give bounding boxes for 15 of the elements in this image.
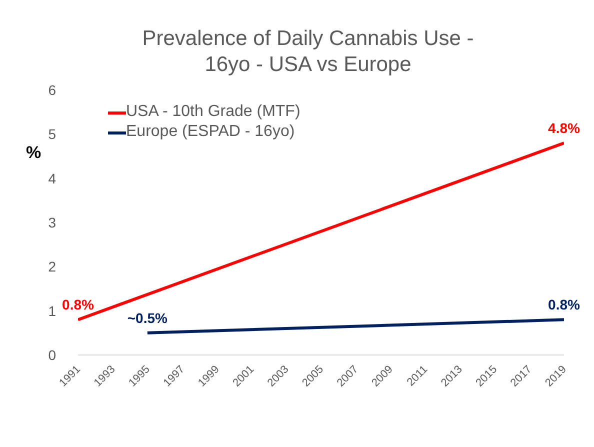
y-tick-label: 5 (48, 126, 56, 142)
data-label: ~0.5% (127, 310, 168, 326)
data-label: 4.8% (548, 120, 580, 136)
y-tick-label: 6 (48, 82, 56, 98)
y-tick-label: 4 (48, 170, 56, 186)
data-label: 0.8% (62, 296, 94, 313)
chart-title: Prevalence of Daily Cannabis Use - 16yo - USA vs Europe (141, 26, 475, 78)
legend-label: Europe (ESPAD - 16yo) (126, 123, 295, 141)
legend-label: USA - 10th Grade (MTF) (126, 103, 300, 121)
data-label: 0.8% (548, 296, 580, 313)
y-tick-label: 2 (48, 258, 56, 275)
y-tick-label: 3 (48, 214, 56, 230)
y-tick-label: 1 (48, 302, 56, 319)
y-tick-label: 0 (48, 346, 56, 363)
y-axis-title: % (26, 143, 42, 163)
